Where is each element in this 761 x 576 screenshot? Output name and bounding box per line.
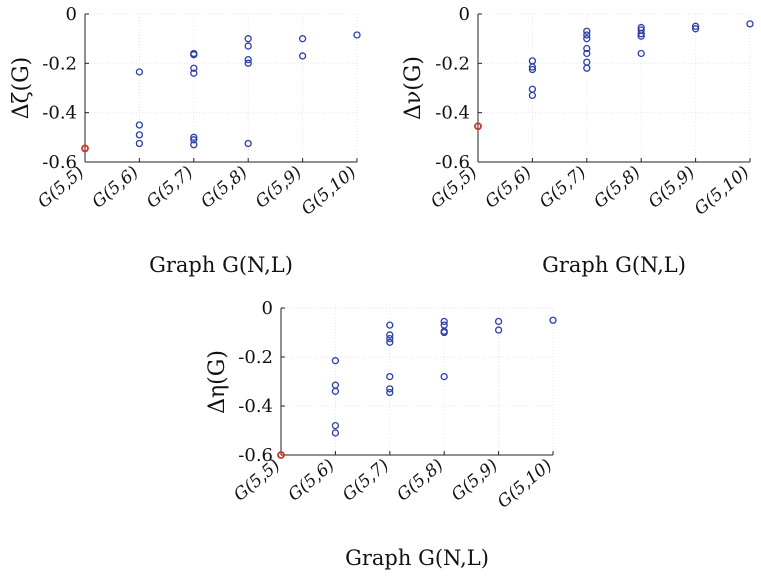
data-point — [331, 421, 340, 430]
data-point — [528, 91, 537, 100]
x-axis-label: Graph G(N,L) — [345, 546, 489, 570]
data-point — [135, 68, 144, 76]
y-tick-label: -0.4 — [435, 103, 470, 124]
data-point — [244, 35, 252, 43]
data-point — [494, 326, 503, 334]
highlight-point — [277, 451, 285, 459]
data-point — [583, 31, 591, 39]
y-tick-label: -0.6 — [435, 152, 470, 173]
y-axis-label: Δν(G) — [401, 56, 426, 120]
chart-panel-2: 0-0.2-0.4-0.6G(5,5) G(5,6) G(5,7) G(5,8) G(5… — [401, 4, 754, 277]
data-point — [190, 51, 198, 59]
data-point — [386, 338, 394, 346]
data-point — [386, 385, 394, 393]
y-tick-label: 0 — [262, 298, 273, 319]
y-tick-label: -0.2 — [238, 347, 273, 368]
data-point — [244, 139, 252, 148]
data-point — [637, 32, 645, 40]
data-point — [440, 317, 448, 326]
data-point — [637, 49, 645, 58]
data-point — [244, 59, 252, 67]
data-point — [549, 316, 557, 324]
data-point — [244, 42, 252, 50]
chart-panel-1: 0-0.2-0.4-0.6G(5,5) G(5,6) G(5,7) G(5,8) G(5… — [9, 4, 361, 277]
data-point — [190, 69, 198, 77]
data-point — [353, 31, 361, 39]
x-tick-label: G(5,10) — [298, 163, 360, 220]
data-point — [691, 25, 700, 33]
x-tick-label: G(5,6) — [284, 456, 338, 506]
data-point — [135, 121, 144, 129]
data-point — [583, 27, 591, 35]
data-point — [190, 141, 198, 149]
x-tick-label: G(5,10) — [691, 163, 753, 220]
x-tick-label: G(5,8) — [197, 163, 251, 213]
x-tick-label: G(5,7) — [339, 456, 393, 506]
chart-panel-3: 0-0.2-0.4-0.6G(5,5) G(5,6) G(5,7) G(5,8) G(5… — [205, 298, 557, 570]
data-point — [190, 136, 198, 144]
data-point — [528, 63, 537, 71]
data-point — [637, 30, 645, 38]
x-tick-label: G(5,8) — [590, 163, 644, 213]
data-point — [331, 357, 340, 365]
y-tick-label: 0 — [459, 4, 470, 25]
data-point — [386, 331, 394, 339]
data-point — [583, 35, 591, 43]
x-axis-label: Graph G(N,L) — [542, 253, 686, 277]
data-point — [190, 64, 198, 72]
y-tick-label: -0.2 — [435, 53, 470, 74]
data-point — [135, 131, 144, 139]
data-point — [746, 20, 754, 28]
data-point — [190, 133, 198, 141]
data-point — [583, 49, 591, 58]
data-point — [386, 334, 394, 343]
y-tick-label: 0 — [66, 4, 77, 25]
data-point — [331, 429, 340, 437]
data-point — [244, 55, 252, 64]
y-axis-label: Δη(G) — [205, 350, 230, 414]
data-point — [135, 139, 144, 148]
data-point — [440, 372, 448, 381]
data-point — [386, 388, 394, 397]
x-tick-label: G(5,8) — [393, 456, 447, 506]
y-tick-label: -0.4 — [238, 396, 273, 417]
y-tick-label: -0.2 — [42, 53, 77, 74]
data-point — [440, 328, 448, 337]
x-tick-label: G(5,6) — [88, 163, 142, 213]
data-point — [528, 65, 537, 74]
data-point — [583, 64, 591, 72]
data-point — [691, 22, 700, 30]
y-tick-label: -0.4 — [42, 103, 77, 124]
x-axis-label: Graph G(N,L) — [149, 253, 293, 277]
data-point — [386, 321, 394, 329]
x-tick-label: G(5,7) — [143, 163, 197, 213]
x-tick-label: G(5,6) — [481, 163, 535, 213]
data-point — [331, 387, 340, 395]
y-tick-label: -0.6 — [238, 445, 273, 466]
data-point — [298, 35, 307, 43]
y-tick-label: -0.6 — [42, 152, 77, 173]
data-point — [583, 44, 591, 53]
highlight-point — [474, 122, 482, 131]
data-point — [386, 372, 394, 381]
data-point — [298, 52, 307, 60]
x-tick-label: G(5,10) — [494, 456, 556, 513]
y-axis-label: Δζ(G) — [9, 57, 34, 120]
data-point — [494, 317, 503, 326]
highlight-point — [81, 144, 89, 153]
x-tick-label: G(5,7) — [536, 163, 590, 213]
